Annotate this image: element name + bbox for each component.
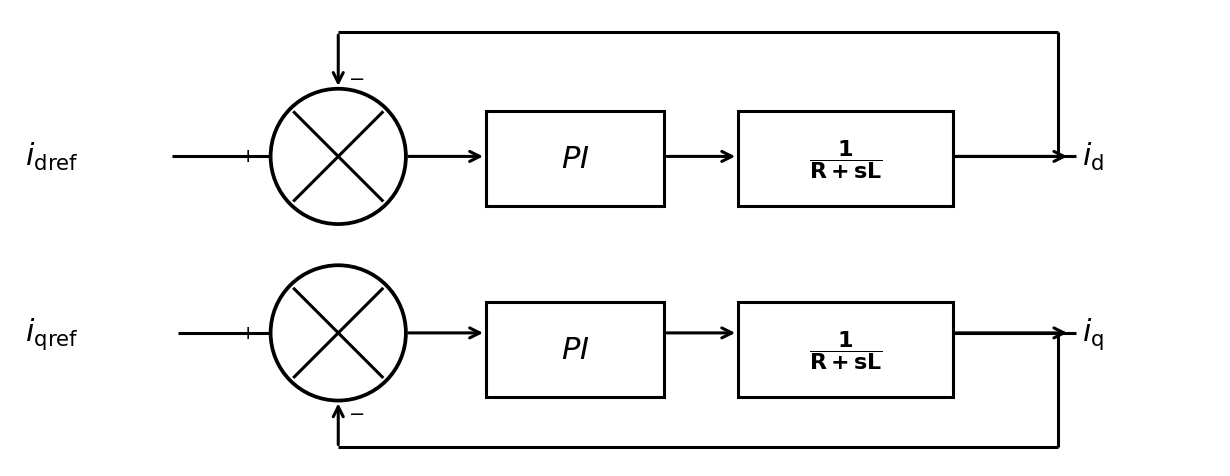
Text: $i_{\rm dref}$: $i_{\rm dref}$ — [25, 141, 79, 173]
Text: $i_{\rm d}$: $i_{\rm d}$ — [1082, 141, 1105, 173]
Text: $-$: $-$ — [348, 403, 364, 421]
Text: $\mathit{PI}$: $\mathit{PI}$ — [561, 335, 589, 365]
Bar — [486, 302, 664, 397]
Text: $+$: $+$ — [240, 324, 256, 342]
Text: $\mathbf{\dfrac{1}{R+sL}}$: $\mathbf{\dfrac{1}{R+sL}}$ — [808, 138, 883, 181]
Bar — [738, 302, 953, 397]
Bar — [486, 112, 664, 207]
Text: $\mathbf{\dfrac{1}{R+sL}}$: $\mathbf{\dfrac{1}{R+sL}}$ — [808, 328, 883, 371]
Text: $-$: $-$ — [348, 69, 364, 87]
Text: $i_{\rm qref}$: $i_{\rm qref}$ — [25, 315, 79, 351]
Text: $i_{\rm q}$: $i_{\rm q}$ — [1082, 315, 1105, 351]
Text: $+$: $+$ — [240, 148, 256, 166]
Text: $\mathit{PI}$: $\mathit{PI}$ — [561, 144, 589, 175]
Bar — [738, 112, 953, 207]
